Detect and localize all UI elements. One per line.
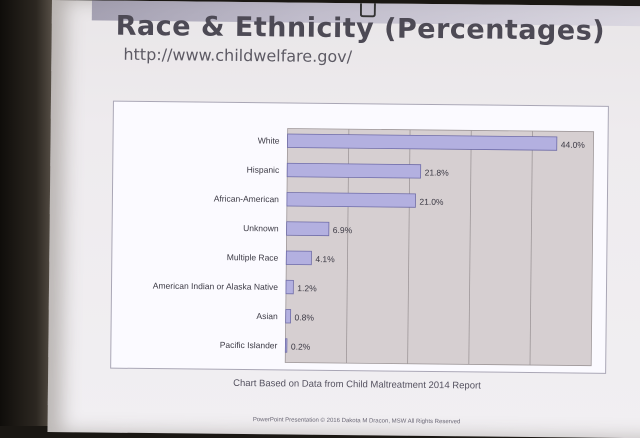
bar bbox=[285, 309, 292, 324]
value-label: 0.2% bbox=[291, 342, 311, 352]
plot-area bbox=[284, 128, 595, 367]
value-label: 21.8% bbox=[425, 167, 450, 177]
gridline bbox=[529, 131, 533, 366]
value-label: 44.0% bbox=[561, 140, 586, 150]
bar bbox=[286, 221, 330, 237]
category-label: American Indian or Alaska Native bbox=[153, 281, 279, 292]
value-label: 1.2% bbox=[297, 283, 317, 293]
bar bbox=[286, 162, 422, 179]
source-url: http://www.childwelfare.gov/ bbox=[123, 44, 353, 67]
copyright-footer: PowerPoint Presentation © 2016 Dakota M … bbox=[252, 417, 461, 426]
bar-chart: White 44.0% Hispanic 21.8% African-American 2… bbox=[153, 128, 595, 367]
category-label: Unknown bbox=[243, 223, 279, 233]
category-label: African-American bbox=[214, 193, 280, 204]
gridline bbox=[468, 130, 472, 365]
bar bbox=[285, 279, 294, 295]
value-label: 4.1% bbox=[315, 254, 335, 264]
chart-container: White 44.0% Hispanic 21.8% African-American 2… bbox=[110, 100, 609, 374]
category-label: Pacific Islander bbox=[220, 340, 278, 351]
value-label: 0.8% bbox=[295, 312, 315, 322]
category-label: White bbox=[258, 135, 280, 145]
category-label: Hispanic bbox=[247, 165, 280, 175]
bar bbox=[287, 133, 558, 151]
category-label: Asian bbox=[256, 311, 278, 321]
bar bbox=[285, 250, 312, 266]
slide-title: Race & Ethnicity (Percentages) bbox=[115, 10, 606, 47]
category-label: Multiple Race bbox=[227, 252, 279, 263]
chart-caption: Chart Based on Data from Child Maltreatm… bbox=[233, 377, 481, 392]
value-label: 21.0% bbox=[419, 197, 444, 207]
bar bbox=[286, 192, 416, 208]
value-label: 6.9% bbox=[333, 225, 353, 235]
bar bbox=[284, 338, 288, 353]
presentation-slide: Race & Ethnicity (Percentages) http://ww… bbox=[47, 0, 640, 438]
